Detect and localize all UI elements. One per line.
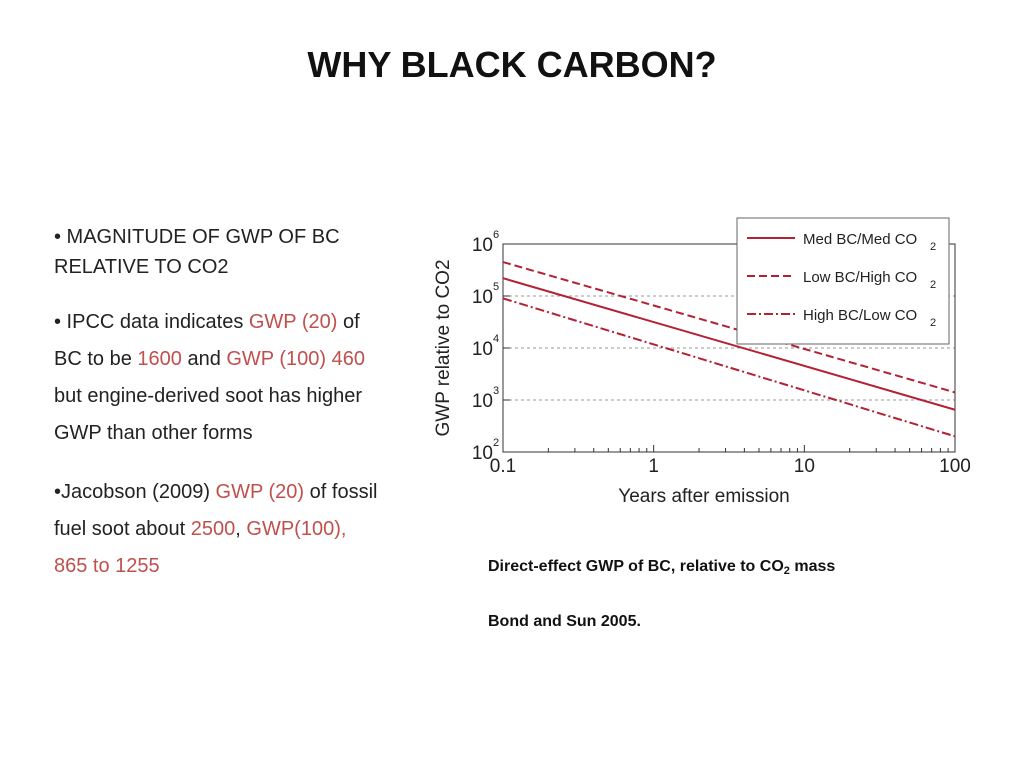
page-title: WHY BLACK CARBON? xyxy=(307,44,717,85)
figure-caption-subscript: 2 xyxy=(783,565,790,577)
legend-label-subscript-1: 2 xyxy=(930,241,936,253)
x-axis-label: Years after emission xyxy=(618,486,789,507)
bullet-ipcc-highlight-3: GWP (100) 460 xyxy=(226,348,365,370)
bullet-ipcc: • IPCC data indicates GWP (20) of BC to … xyxy=(54,304,384,452)
bullet-list: • MAGNITUDE OF GWP OF BC RELATIVE TO CO2… xyxy=(54,222,384,585)
y-tick-exponent: 3 xyxy=(493,385,499,397)
y-tick-label: 10 xyxy=(472,287,493,308)
bullet-ipcc-text-3: and xyxy=(181,348,227,370)
bullet-jacobson-text-2: of fossil fuel soot about xyxy=(54,481,378,540)
figure-source: Bond and Sun 2005. xyxy=(488,613,641,630)
bullet-jacobson-highlight-3: GWP(100), 865 to 1255 xyxy=(54,518,347,577)
y-tick-label: 10 xyxy=(472,443,493,464)
bullet-ipcc-highlight-1: GWP (20) xyxy=(248,311,338,333)
figure-caption-tail: mass xyxy=(789,558,836,575)
bullet-jacobson-highlight-2: 2500 xyxy=(190,518,236,540)
x-tick-label: 100 xyxy=(939,456,971,477)
x-tick-label: 10 xyxy=(794,456,815,477)
y-tick-exponent: 5 xyxy=(493,281,499,293)
bullet-gwp-magnitude: • MAGNITUDE OF GWP OF BC RELATIVE TO CO2 xyxy=(54,226,340,278)
y-axis-label: GWP relative to CO2 xyxy=(433,259,454,436)
x-tick-label: 1 xyxy=(648,456,659,477)
series-line-2 xyxy=(502,261,956,394)
bullet-jacobson: •Jacobson (2009) GWP (20) of fossil fuel… xyxy=(54,474,384,585)
bullet-ipcc-text-1: • IPCC data indicates xyxy=(54,311,249,333)
y-tick-exponent: 6 xyxy=(493,229,499,241)
bullet-ipcc-highlight-2: 1600 xyxy=(137,348,182,370)
series-line-3 xyxy=(502,297,956,438)
legend-label-subscript-3: 2 xyxy=(930,317,936,329)
figure-caption: Direct-effect GWP of BC, relative to CO2… xyxy=(488,558,835,577)
figure-caption-main: Direct-effect GWP of BC, relative to CO xyxy=(488,558,784,575)
bullet-ipcc-text-4: but engine-derived soot has higher GWP t… xyxy=(54,385,362,444)
legend-label-subscript-2: 2 xyxy=(930,279,936,291)
y-tick-exponent: 4 xyxy=(493,333,499,345)
bullet-ipcc-text-2: of BC to be xyxy=(54,311,360,370)
y-tick-label: 10 xyxy=(472,339,493,360)
bullet-jacobson-highlight-1: GWP (20) xyxy=(215,481,305,503)
legend-label-1: Med BC/Med CO xyxy=(803,231,917,248)
y-tick-label: 10 xyxy=(472,235,493,256)
legend-label-2: Low BC/High CO xyxy=(803,269,917,286)
y-tick-label: 10 xyxy=(472,391,493,412)
bullet-jacobson-text-3: , xyxy=(235,518,247,540)
bullet-jacobson-text-1: •Jacobson (2009) xyxy=(54,481,216,503)
legend-label-3: High BC/Low CO xyxy=(803,307,917,324)
x-tick-label: 0.1 xyxy=(490,456,516,477)
y-tick-exponent: 2 xyxy=(493,437,499,449)
series-line-1 xyxy=(502,277,956,411)
